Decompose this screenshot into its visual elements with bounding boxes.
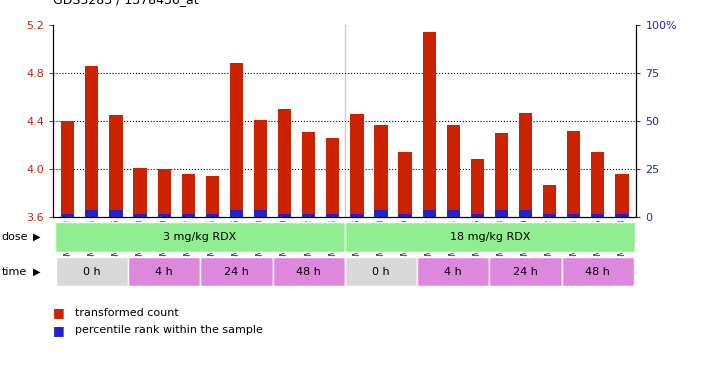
Text: 0 h: 0 h [372,266,390,277]
Bar [615,174,629,217]
Text: time: time [1,266,27,277]
FancyBboxPatch shape [272,257,345,286]
Bar [398,214,412,217]
Text: 3 mg/kg RDX: 3 mg/kg RDX [163,232,236,242]
Bar [447,124,460,217]
Bar [158,169,171,217]
FancyBboxPatch shape [562,257,634,286]
Bar [302,132,315,217]
Bar [302,214,315,217]
Bar [134,168,146,217]
FancyBboxPatch shape [345,257,417,286]
Text: dose: dose [1,232,28,242]
FancyBboxPatch shape [417,257,489,286]
Bar [254,120,267,217]
Text: ■: ■ [53,306,65,319]
FancyBboxPatch shape [55,222,345,252]
Bar [85,66,99,217]
Bar [181,214,195,217]
Bar [567,214,580,217]
Bar [495,210,508,217]
Text: ■: ■ [53,324,65,337]
Text: 0 h: 0 h [83,266,101,277]
Bar [181,174,195,217]
Bar [422,32,436,217]
Text: ▶: ▶ [33,232,41,242]
Bar [158,214,171,217]
Text: 24 h: 24 h [224,266,249,277]
Text: 48 h: 48 h [585,266,610,277]
FancyBboxPatch shape [201,257,272,286]
Bar [61,214,75,217]
Text: percentile rank within the sample: percentile rank within the sample [75,325,262,335]
FancyBboxPatch shape [55,257,128,286]
Bar [471,214,484,217]
Bar [326,138,339,217]
Text: ▶: ▶ [33,266,41,277]
Text: 4 h: 4 h [444,266,462,277]
Text: 48 h: 48 h [296,266,321,277]
Bar [254,210,267,217]
Bar [471,159,484,217]
Bar [519,210,532,217]
Text: 18 mg/kg RDX: 18 mg/kg RDX [450,232,530,242]
Bar [134,214,146,217]
Bar [615,214,629,217]
Bar [205,176,219,217]
Text: 4 h: 4 h [155,266,173,277]
Bar [351,214,363,217]
Bar [109,115,122,217]
FancyBboxPatch shape [489,257,562,286]
Bar [519,113,532,217]
Text: transformed count: transformed count [75,308,178,318]
Bar [543,185,556,217]
Text: GDS5283 / 1378436_at: GDS5283 / 1378436_at [53,0,199,6]
Bar [375,210,387,217]
Bar [230,63,243,217]
Bar [591,214,604,217]
Bar [567,131,580,217]
Bar [85,210,99,217]
Bar [230,210,243,217]
Bar [591,152,604,217]
Bar [398,152,412,217]
Bar [351,114,363,217]
Bar [543,214,556,217]
Bar [109,210,122,217]
FancyBboxPatch shape [128,257,201,286]
Text: 24 h: 24 h [513,266,538,277]
Bar [495,133,508,217]
Bar [326,214,339,217]
Bar [205,214,219,217]
Bar [375,124,387,217]
Bar [278,214,292,217]
FancyBboxPatch shape [345,222,635,252]
Bar [422,210,436,217]
Bar [278,109,292,217]
Bar [61,121,75,217]
Bar [447,210,460,217]
